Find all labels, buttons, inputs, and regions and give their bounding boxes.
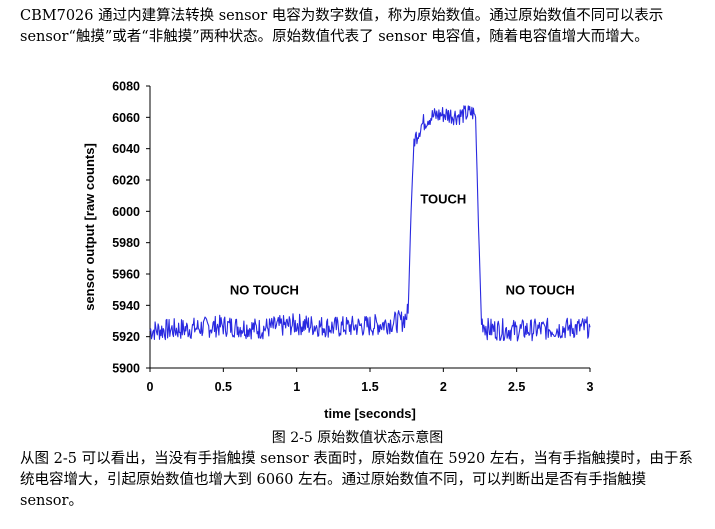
- conclusion-paragraph: 从图 2-5 可以看出，当没有手指触摸 sensor 表面时，原始数值在 592…: [20, 451, 693, 509]
- chart-annotation: TOUCH: [420, 192, 466, 207]
- y-tick-label: 6080: [112, 80, 140, 94]
- y-tick-label: 5980: [112, 236, 140, 250]
- y-tick-label: 6060: [112, 111, 140, 125]
- x-tick-label: 1: [293, 380, 300, 394]
- y-tick-label: 5960: [112, 268, 140, 282]
- x-tick-label: 0: [147, 380, 154, 394]
- chart-annotations: NO TOUCH TOUCH NO TOUCH: [230, 192, 575, 298]
- y-tick-label: 6000: [112, 205, 140, 219]
- x-tick-label: 3: [587, 380, 594, 394]
- chart-series: [149, 105, 591, 342]
- x-tick-label: 2: [440, 380, 447, 394]
- y-tick-label: 5940: [112, 299, 140, 313]
- series-line-0: [149, 105, 591, 342]
- y-tick-label: 6040: [112, 142, 140, 156]
- raw-counts-chart: 5900 5920 5940 5960 5980 6000 6020 6040 6060 6080…: [82, 80, 594, 422]
- y-tick-label: 6020: [112, 174, 140, 188]
- x-tick-label: 1.5: [361, 380, 378, 394]
- y-axis-title: sensor output [raw counts]: [82, 143, 97, 311]
- y-tick-label: 5920: [112, 330, 140, 344]
- x-tick-label: 0.5: [215, 380, 232, 394]
- figure-caption: 图 2-5 原始数值状态示意图: [271, 430, 444, 446]
- x-tick-label: 2.5: [508, 380, 525, 394]
- chart-annotation: NO TOUCH: [506, 282, 575, 297]
- chart-ticks: 5900 5920 5940 5960 5980 6000 6020 6040 6060 6080…: [112, 80, 593, 395]
- x-axis-title: time [seconds]: [324, 406, 416, 421]
- y-tick-label: 5900: [112, 362, 140, 376]
- chart-annotation: NO TOUCH: [230, 282, 299, 297]
- intro-paragraph: CBM7026 通过内建算法转换 sensor 电容为数字数值，称为原始数值。通…: [20, 8, 664, 45]
